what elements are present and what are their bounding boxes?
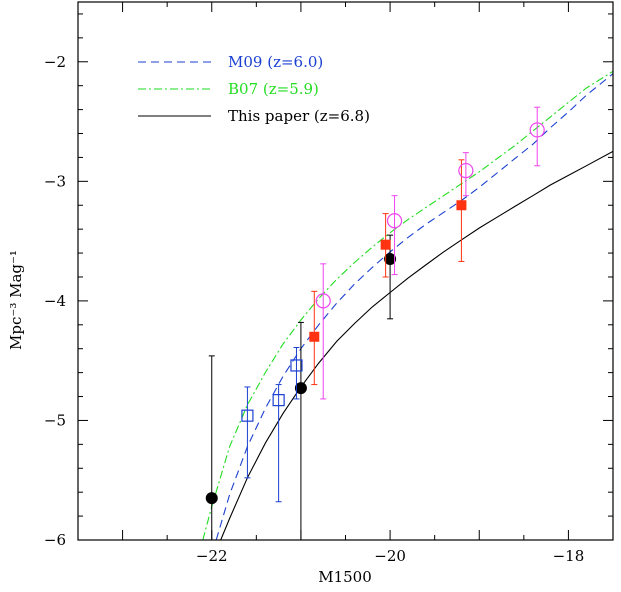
x-axis-title: M1500 (318, 568, 372, 586)
y-tick-label: −6 (44, 531, 66, 549)
chart-legend: M09 (z=6.0) B07 (z=5.9) This paper (z=6.8) (138, 53, 370, 125)
y-tick-label: −4 (44, 292, 66, 310)
data-point (386, 213, 403, 229)
data-point (272, 394, 285, 407)
y-tick-label: −3 (44, 172, 66, 190)
tick-labels: −22 −20 −18 −6 −5 −4 −3 −2 (44, 53, 584, 565)
data-point (529, 122, 545, 138)
legend-label: M09 (z=6.0) (228, 53, 323, 71)
y-tick-label: −2 (44, 53, 66, 71)
data-point (456, 200, 467, 211)
data-point (384, 253, 397, 266)
data-point (205, 492, 218, 505)
series-line (220, 150, 613, 540)
y-axis-title: Mpc⁻³ Mag⁻¹ (7, 250, 25, 350)
data-point (290, 359, 303, 372)
model-curves (202, 70, 613, 540)
x-tick-label: −22 (196, 547, 228, 565)
x-tick-label: −18 (553, 547, 585, 565)
legend-label: This paper (z=6.8) (228, 107, 370, 125)
data-point (241, 409, 254, 422)
data-points (205, 106, 545, 541)
x-tick-label: −20 (374, 547, 406, 565)
data-point (458, 162, 474, 179)
data-point (309, 331, 320, 342)
data-point (315, 293, 331, 309)
legend-label: B07 (z=5.9) (228, 80, 319, 98)
data-point (294, 382, 307, 395)
axis-ticks (77, 2, 614, 541)
series-line (215, 73, 613, 540)
data-point (380, 239, 391, 250)
y-tick-label: −5 (44, 411, 66, 429)
series-line (202, 70, 613, 540)
